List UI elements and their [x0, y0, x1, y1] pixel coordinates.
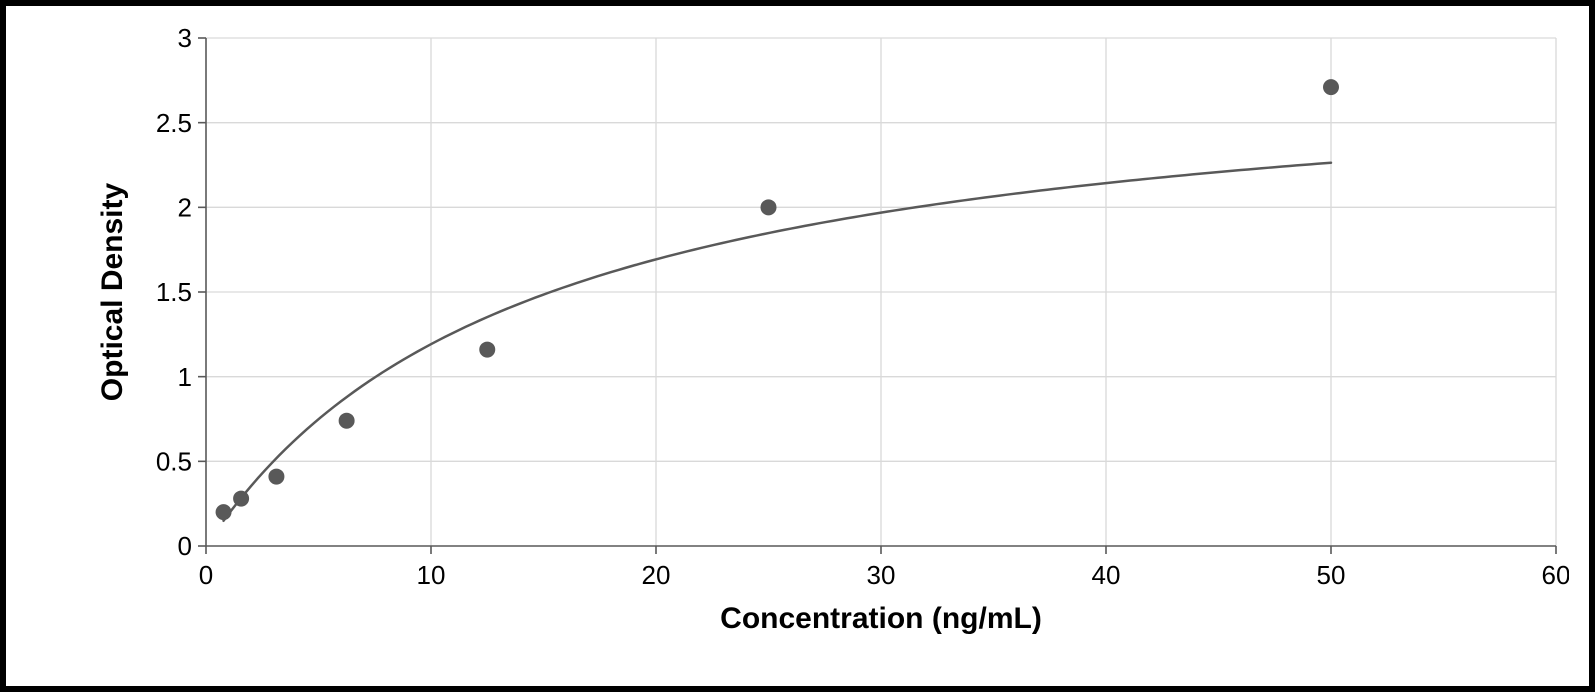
y-axis-label: Optical Density: [96, 182, 129, 401]
x-tick-label: 50: [1317, 560, 1346, 590]
y-tick-label: 0.5: [156, 446, 192, 476]
x-axis-label: Concentration (ng/mL): [720, 602, 1042, 635]
data-point: [234, 491, 249, 506]
x-tick-label: 10: [417, 560, 446, 590]
data-point: [339, 413, 354, 428]
data-point: [761, 200, 776, 215]
data-point: [216, 505, 231, 520]
data-point: [480, 342, 495, 357]
x-tick-label: 20: [642, 560, 671, 590]
x-tick-label: 40: [1092, 560, 1121, 590]
data-point: [269, 469, 284, 484]
y-tick-label: 2.5: [156, 108, 192, 138]
scatter-chart: 0 10 20 30 40 50 60 0 0.5 1 1.5 2 2.5 3 Concentration …: [26, 16, 1569, 676]
x-tick-label: 30: [867, 560, 896, 590]
y-tick-label: 0: [178, 531, 192, 561]
y-tick-label: 1: [178, 362, 192, 392]
y-tick-label: 2: [178, 192, 192, 222]
chart-container: 0 10 20 30 40 50 60 0 0.5 1 1.5 2 2.5 3 Concentration …: [26, 16, 1569, 676]
x-tick-label: 0: [199, 560, 213, 590]
data-point: [1324, 80, 1339, 95]
y-tick-label: 3: [178, 23, 192, 53]
x-tick-label: 60: [1542, 560, 1569, 590]
y-tick-label: 1.5: [156, 277, 192, 307]
chart-frame: 0 10 20 30 40 50 60 0 0.5 1 1.5 2 2.5 3 Concentration …: [0, 0, 1595, 692]
